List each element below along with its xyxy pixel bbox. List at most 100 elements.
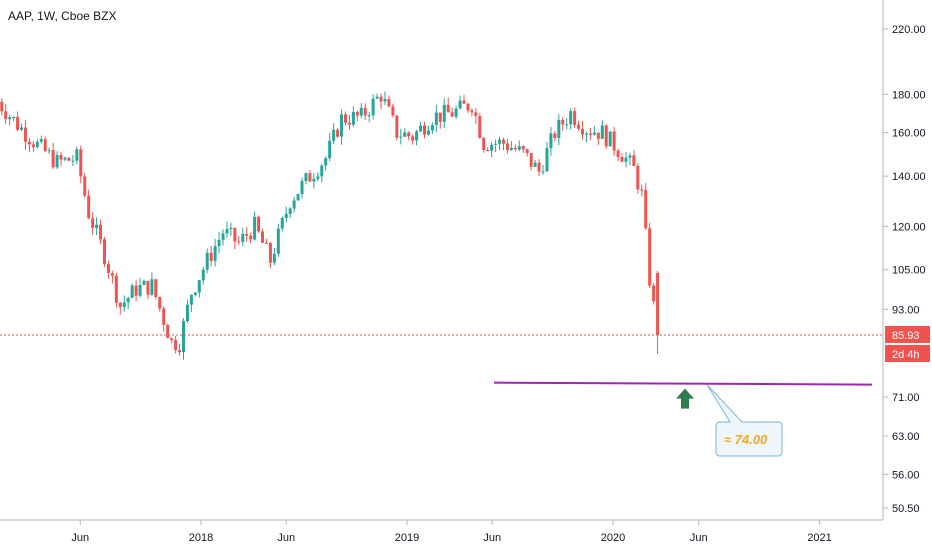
candle-body	[134, 285, 138, 296]
candle-body	[276, 228, 280, 254]
candle-body	[237, 241, 241, 243]
candle-body	[604, 125, 608, 147]
candle-body	[596, 132, 600, 139]
candle-body	[205, 252, 209, 270]
candle-body	[525, 149, 529, 154]
candle-body	[387, 98, 391, 107]
candle-body	[75, 149, 79, 161]
candle-body	[162, 308, 166, 325]
candle-body	[375, 96, 379, 99]
candle-body	[79, 149, 83, 177]
candle-body	[620, 156, 624, 162]
candle-body	[403, 132, 407, 137]
candle-body	[328, 140, 332, 159]
candle-body	[600, 125, 604, 139]
candle-body	[505, 143, 509, 150]
price-axis[interactable]: 220.00 180.00 160.00 140.00 120.00 105.00 93.0…	[883, 24, 926, 515]
candle-body	[308, 173, 312, 182]
candle-body	[174, 339, 178, 351]
time-tick-label-5: 2020	[601, 532, 625, 544]
candle-body	[233, 227, 237, 242]
candle-body	[545, 148, 549, 172]
candle-body	[20, 127, 24, 130]
candle-body	[490, 144, 494, 151]
candle-body	[87, 195, 91, 219]
candle-body	[454, 108, 458, 117]
time-tick-label-1: 2018	[189, 532, 213, 544]
candle-body	[517, 146, 521, 150]
candle-body	[193, 292, 197, 295]
last-price-label: 85.93	[892, 330, 920, 342]
candle-body	[43, 139, 47, 152]
candle-body	[608, 131, 612, 147]
candle-body	[466, 103, 470, 111]
candle-body	[221, 233, 225, 240]
candle-body	[430, 124, 434, 131]
candle-body	[284, 213, 288, 218]
level-callout-label: ≈ 74.00	[724, 432, 768, 447]
candle-body	[407, 132, 411, 137]
price-tick-label-6: 93.00	[892, 304, 920, 316]
candle-body	[652, 285, 656, 302]
candle-body	[102, 239, 106, 265]
candle-body	[12, 116, 16, 118]
candle-body	[340, 114, 344, 137]
candle-body	[612, 131, 616, 151]
candle-body	[557, 119, 561, 138]
candle-body	[99, 224, 103, 240]
support-level-line[interactable]	[493, 381, 873, 386]
candle-body	[130, 285, 134, 298]
candle-body	[584, 133, 588, 135]
candle-body	[359, 107, 363, 116]
candle-body	[648, 228, 652, 286]
candle-body	[573, 111, 577, 125]
candle-body	[197, 280, 201, 293]
candle-body	[51, 150, 55, 168]
candle-body	[268, 243, 272, 263]
candle-body	[347, 122, 351, 125]
candle-body	[343, 114, 347, 123]
candle-body	[292, 200, 296, 209]
candle-body	[426, 130, 430, 135]
candle-body	[209, 252, 213, 261]
countdown-badge	[885, 344, 930, 362]
time-tick-label-6: Jun	[690, 532, 708, 544]
candle-body	[474, 112, 478, 117]
candle-body	[185, 304, 189, 322]
candle-body	[478, 116, 482, 138]
candle-body	[8, 117, 12, 120]
price-tick-label-7: 71.00	[892, 392, 920, 404]
candle-body	[502, 139, 506, 144]
candle-body	[494, 143, 498, 145]
up-arrow-icon[interactable]	[676, 388, 694, 409]
candle-body	[27, 141, 31, 145]
candle-body	[288, 208, 292, 214]
candle-body	[509, 148, 513, 150]
candle-body	[201, 269, 205, 281]
price-tick-label-10: 50.50	[892, 503, 920, 515]
candle-body	[577, 124, 581, 129]
time-tick-label-0: Jun	[71, 532, 89, 544]
candle-body	[541, 171, 545, 173]
candle-body	[95, 224, 99, 228]
candle-body	[213, 246, 217, 261]
candle-body	[83, 176, 87, 196]
level-callout[interactable]	[706, 384, 783, 457]
candle-body	[636, 165, 640, 190]
candle-body	[442, 104, 446, 122]
candle-body	[280, 217, 284, 229]
candle-body	[170, 338, 174, 340]
candle-body	[355, 111, 359, 116]
candle-body	[16, 116, 20, 130]
candle-body	[549, 133, 553, 149]
candle-body	[63, 157, 67, 160]
time-axis[interactable]: Jun 2018 Jun 2019 Jun 2020 Jun 2021	[71, 520, 832, 544]
price-tick-label-4: 120.00	[892, 221, 926, 233]
candle-body	[592, 132, 596, 135]
candle-body	[486, 150, 490, 152]
candle-body	[450, 112, 454, 117]
candle-body	[146, 280, 150, 295]
candle-body	[588, 133, 592, 135]
candle-body	[561, 119, 565, 125]
candle-body	[332, 129, 336, 141]
